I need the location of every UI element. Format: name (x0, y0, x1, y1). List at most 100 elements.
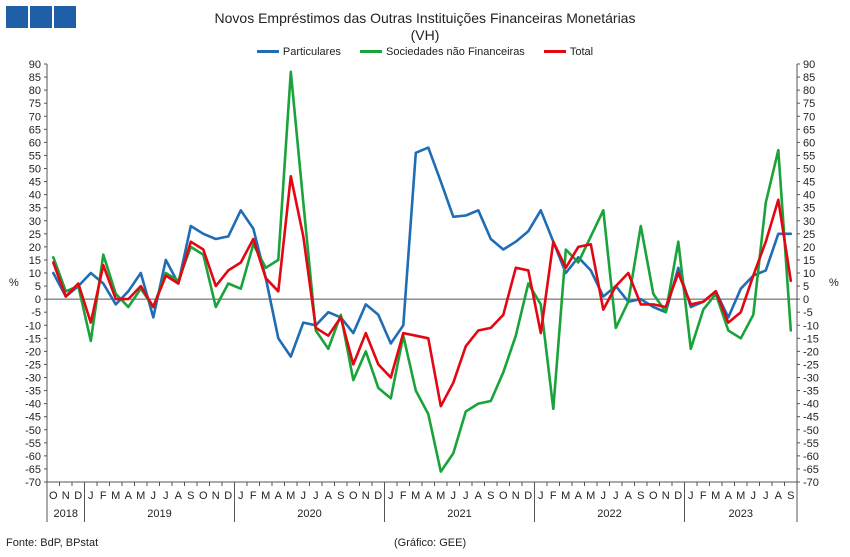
x-month-label: J (538, 490, 544, 502)
x-month-label: M (436, 490, 445, 502)
x-month-label: M (736, 490, 745, 502)
y-tick-label-right: 10 (803, 268, 815, 280)
x-month-label: J (313, 490, 319, 502)
legend-item-total: Total (543, 45, 594, 58)
logo-block-2 (30, 6, 52, 28)
y-tick-label-right: 20 (803, 242, 815, 254)
x-month-label: M (261, 490, 270, 502)
y-tick-label-left: 0 (35, 294, 41, 306)
x-month-label: A (625, 490, 633, 502)
y-tick-label-left: -5 (31, 307, 41, 319)
x-month-label: A (325, 490, 333, 502)
y-tick-label-right: -30 (803, 373, 819, 385)
y-tick-label-right: 65 (803, 124, 815, 136)
y-tick-label-right: -45 (803, 412, 819, 424)
y-axis-unit-right: % (829, 277, 839, 289)
x-month-label: M (711, 490, 720, 502)
chart-title: Novos Empréstimos das Outras Instituiçõe… (214, 10, 636, 26)
y-tick-label-left: 40 (29, 190, 41, 202)
y-tick-label-right: -25 (803, 359, 819, 371)
x-month-label: D (524, 490, 532, 502)
x-month-label: F (250, 490, 257, 502)
y-tick-label-left: 30 (29, 216, 41, 228)
logo-block-1 (6, 6, 28, 28)
y-tick-label-left: 15 (29, 255, 41, 267)
y-tick-label-left: -25 (25, 359, 41, 371)
y-tick-label-left: 75 (29, 98, 41, 110)
y-tick-label-left: -65 (25, 464, 41, 476)
y-tick-label-right: -60 (803, 451, 819, 463)
y-tick-label-right: -20 (803, 346, 819, 358)
x-month-label: J (88, 490, 94, 502)
x-month-label: A (175, 490, 183, 502)
y-tick-label-right: 0 (803, 294, 809, 306)
y-tick-label-right: 45 (803, 177, 815, 189)
series-line-total (51, 175, 793, 408)
x-month-label: N (662, 490, 670, 502)
y-tick-label-left: 35 (29, 203, 41, 215)
x-month-label: M (136, 490, 145, 502)
y-tick-label-left: -40 (25, 399, 41, 411)
x-month-label: J (451, 490, 457, 502)
y-tick-label-right: -5 (803, 307, 813, 319)
y-tick-label-left: -50 (25, 425, 41, 437)
y-tick-label-left: 45 (29, 177, 41, 189)
x-month-label: D (374, 490, 382, 502)
y-tick-label-left: 10 (29, 268, 41, 280)
y-tick-label-right: -35 (803, 386, 819, 398)
y-tick-label-right: 5 (803, 281, 809, 293)
y-tick-label-right: -15 (803, 333, 819, 345)
x-month-label: A (725, 490, 733, 502)
y-tick-label-left: -55 (25, 438, 41, 450)
y-tick-label-left: -45 (25, 412, 41, 424)
y-tick-label-right: 15 (803, 255, 815, 267)
y-tick-label-left: 85 (29, 72, 41, 84)
x-month-label: M (411, 490, 420, 502)
x-month-label: O (499, 490, 508, 502)
x-month-label: O (199, 490, 208, 502)
x-month-label: A (425, 490, 433, 502)
y-tick-label-left: 50 (29, 164, 41, 176)
x-month-label: S (187, 490, 194, 502)
y-tick-label-left: -60 (25, 451, 41, 463)
legend-label-total: Total (569, 45, 594, 58)
y-tick-label-right: 85 (803, 72, 815, 84)
source-note: Fonte: BdP, BPstat (6, 537, 99, 549)
x-month-label: J (388, 490, 394, 502)
legend-swatch-total (543, 50, 566, 53)
x-month-label: N (512, 490, 520, 502)
y-tick-label-right: 75 (803, 98, 815, 110)
y-tick-label-right: 70 (803, 111, 815, 123)
y-tick-label-right: 30 (803, 216, 815, 228)
y-tick-label-left: 25 (29, 229, 41, 241)
chart-subtitle: (VH) (410, 27, 440, 43)
x-month-label: O (49, 490, 58, 502)
x-month-label: M (561, 490, 570, 502)
x-month-label: O (649, 490, 658, 502)
legend-label-sociedades: Sociedades não Financeiras (386, 45, 525, 58)
legend-label-particulares: Particulares (282, 45, 341, 58)
x-month-label: F (700, 490, 707, 502)
x-year-label: 2022 (597, 508, 621, 520)
x-month-label: D (674, 490, 682, 502)
y-axis-unit-left: % (9, 277, 19, 289)
x-year-label: 2023 (729, 508, 753, 520)
x-year-label: 2018 (54, 508, 78, 520)
x-month-label: M (111, 490, 120, 502)
chart-legend: Particulares Sociedades não Financeiras … (0, 44, 850, 58)
x-month-label: J (601, 490, 607, 502)
x-month-label: J (751, 490, 757, 502)
x-year-label: 2021 (447, 508, 471, 520)
y-tick-label-left: 20 (29, 242, 41, 254)
y-tick-label-right: 55 (803, 150, 815, 162)
x-month-label: M (286, 490, 295, 502)
y-tick-label-right: 25 (803, 229, 815, 241)
y-tick-label-left: -30 (25, 373, 41, 385)
y-tick-label-left: 5 (35, 281, 41, 293)
x-month-label: J (163, 490, 169, 502)
legend-item-sociedades: Sociedades não Financeiras (360, 46, 525, 58)
x-month-label: F (100, 490, 107, 502)
chart-credit: (Gráfico: GEE) (394, 537, 467, 549)
x-month-label: N (62, 490, 70, 502)
